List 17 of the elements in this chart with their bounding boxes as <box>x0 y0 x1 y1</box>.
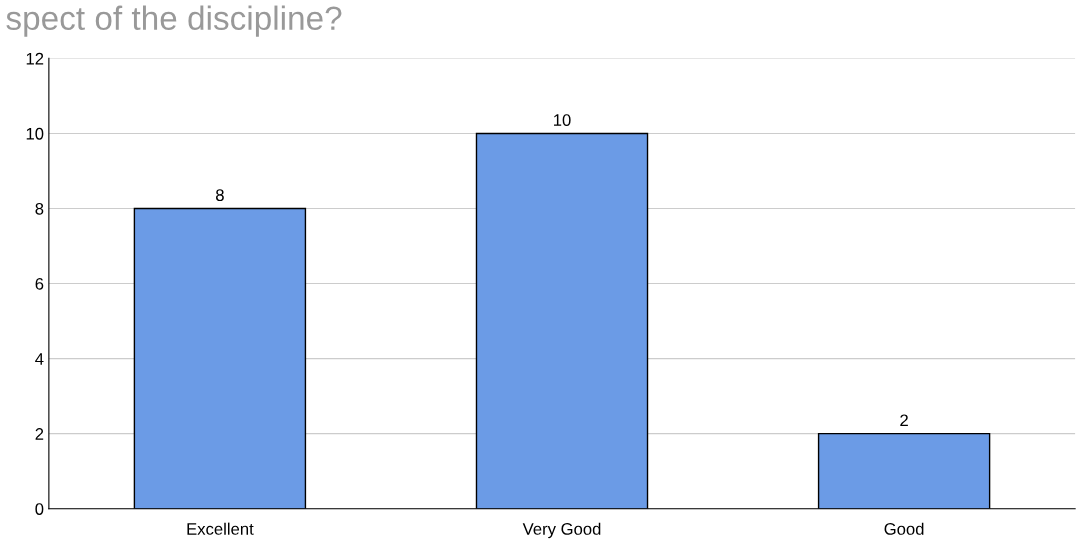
y-tick-label: 0 <box>35 503 44 515</box>
data-label: 2 <box>900 414 908 427</box>
data-label: 10 <box>554 114 571 126</box>
y-tick-label: 6 <box>35 277 44 290</box>
y-tick-label: 8 <box>35 202 44 215</box>
x-tick-label: Very Good <box>522 522 601 539</box>
bar <box>133 207 307 509</box>
y-tick-label: 12 <box>26 52 44 65</box>
x-tick-label: Excellent <box>187 522 254 535</box>
bar <box>475 132 649 509</box>
y-tick-label: 10 <box>26 127 44 140</box>
bar <box>817 432 991 509</box>
y-tick-label: 4 <box>35 353 44 365</box>
y-tick-label: 2 <box>35 428 44 440</box>
x-tick-label: Good <box>884 522 924 535</box>
chart-title: spect of the discipline? <box>6 5 342 37</box>
data-label: 8 <box>216 189 224 202</box>
